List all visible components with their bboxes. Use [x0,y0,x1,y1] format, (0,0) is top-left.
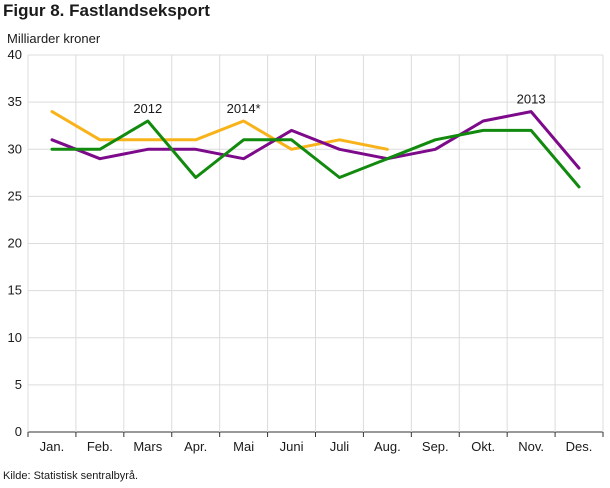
series-labels: 2014* 2013 2012 [133,92,545,116]
y-tick-label: 10 [8,330,22,345]
series-label: 2012 [133,101,162,116]
x-tick-label: Juni [280,439,304,454]
x-tick-label: Jan. [40,439,65,454]
series-line-2014 [50,110,389,151]
y-tick-label: 40 [8,47,22,62]
grid-lines [27,54,604,437]
y-axis-label: Milliarder kroner [7,31,101,46]
y-axis-ticks: 0 5 10 15 20 25 30 35 40 [8,47,22,439]
x-tick-label: Okt. [471,439,495,454]
series-label: 2014* [227,101,261,116]
x-tick-label: Des. [566,439,593,454]
x-tick-label: Mars [133,439,162,454]
x-tick-label: Mai [233,439,254,454]
y-tick-label: 15 [8,283,22,298]
series-lines [50,110,581,189]
series-label: 2013 [517,92,546,107]
source-note: Kilde: Statistisk sentralbyrå. [3,470,139,482]
y-tick-label: 25 [8,188,22,203]
series-line-2013 [50,110,581,170]
y-tick-label: 0 [15,424,22,439]
x-tick-label: Nov. [518,439,544,454]
chart-title: Figur 8. Fastlandseksport [3,1,210,20]
x-tick-label: Aug. [374,439,401,454]
y-tick-label: 35 [8,94,22,109]
y-tick-label: 30 [8,141,22,156]
x-tick-label: Apr. [184,439,207,454]
y-tick-label: 5 [15,377,22,392]
x-tick-label: Feb. [87,439,113,454]
series-line-2012 [50,119,581,189]
x-axis-ticks: Jan. Feb. Mars Apr. Mai Juni Juli Aug. Sep. Okt. N… [40,439,593,454]
y-tick-label: 20 [8,236,22,251]
x-tick-label: Juli [330,439,350,454]
x-tick-label: Sep. [422,439,449,454]
